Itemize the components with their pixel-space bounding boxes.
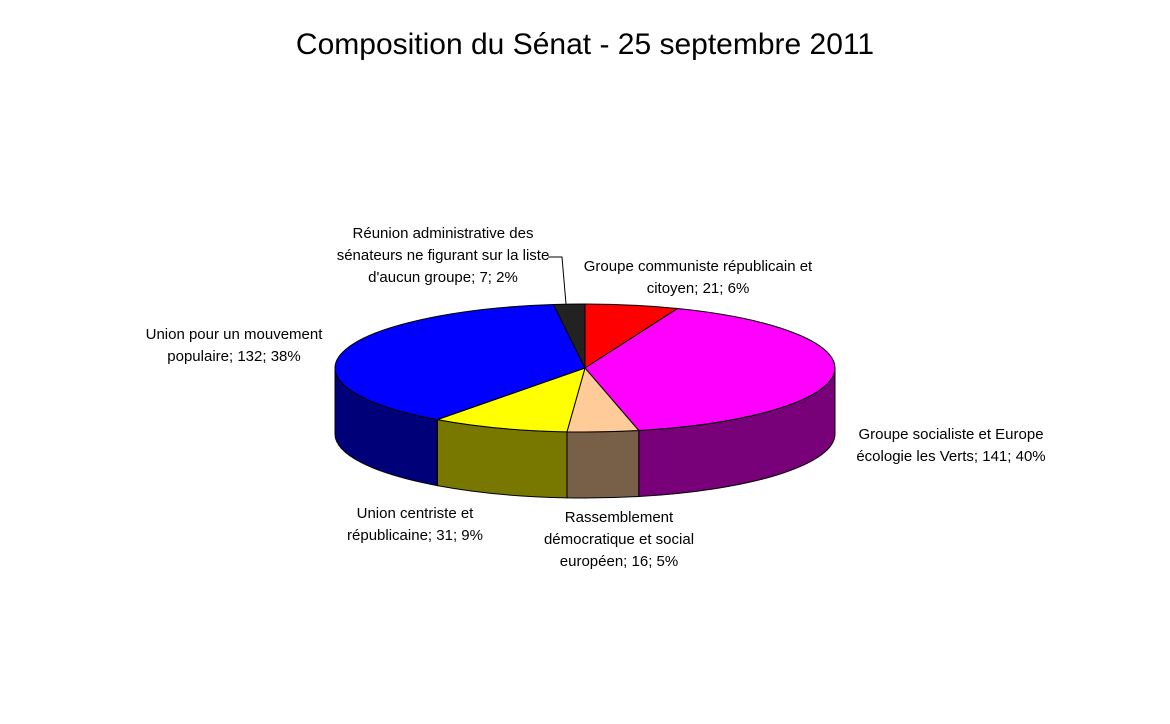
slice	[552, 303, 586, 369]
data-label: Rassemblement démocratique et social eur…	[543, 509, 695, 570]
slice	[334, 303, 586, 421]
data-label: Union centriste et républicaine; 31; 9%	[347, 505, 483, 544]
data-label: Réunion administrative des sénateurs ne …	[336, 225, 550, 286]
slice	[584, 308, 836, 432]
data-label: Groupe socialiste et Europe écologie les…	[856, 426, 1046, 465]
leader-line	[548, 256, 567, 305]
data-label: Union pour un mouvement populaire; 132; …	[145, 326, 323, 365]
chart-title: Composition du Sénat - 25 septembre 2011	[295, 28, 875, 61]
slice-side	[566, 429, 640, 499]
slice	[435, 367, 586, 433]
data-label: Groupe communiste républicain et citoyen…	[583, 258, 813, 297]
